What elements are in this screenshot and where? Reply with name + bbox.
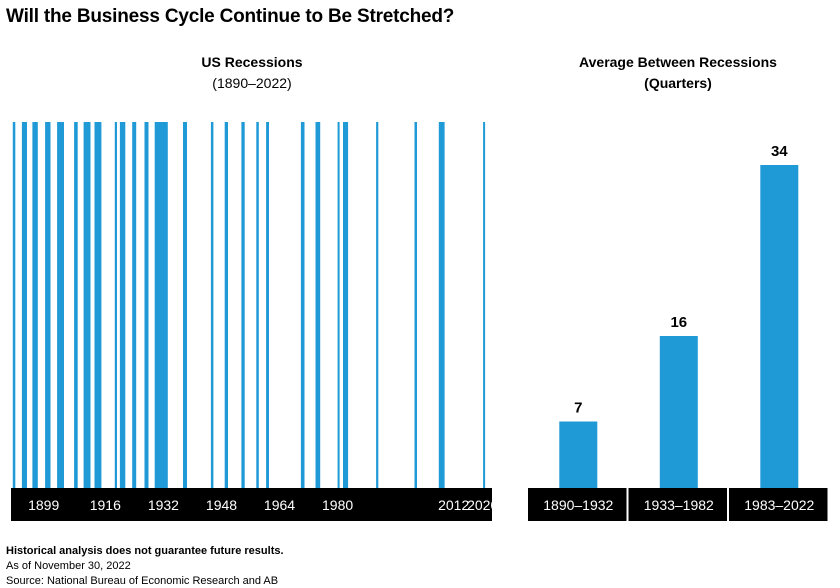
average-value-label-2: 16	[670, 314, 687, 331]
recession-tick-label-3: 1932	[148, 497, 179, 513]
recession-bar-23	[343, 122, 348, 488]
recession-tick-label-6: 1980	[322, 497, 353, 513]
source-note: Source: National Bureau of Economic Rese…	[6, 574, 278, 588]
recession-bar-6	[74, 122, 78, 488]
recession-bars	[13, 122, 485, 488]
recession-bar-27	[483, 122, 485, 488]
recession-tick-label-5: 1964	[264, 497, 295, 513]
average-value-label-3: 34	[771, 143, 788, 160]
as-of-date: As of November 30, 2022	[6, 559, 131, 574]
average-bars: 7 16 34	[559, 143, 798, 488]
recession-bar-2	[22, 122, 27, 488]
recession-bar-7	[84, 122, 91, 488]
recession-bar-15	[211, 122, 214, 488]
average-category-label-2: 1933–1982	[644, 497, 714, 513]
recession-bar-19	[266, 122, 269, 488]
recession-bar-10	[120, 122, 125, 488]
recession-bar-3	[32, 122, 37, 488]
average-category-label-1: 1890–1932	[543, 497, 613, 513]
recession-bar-12	[145, 122, 149, 488]
average-bar-1	[559, 422, 597, 489]
recession-bar-18	[256, 122, 259, 488]
recession-bar-9	[115, 122, 117, 488]
recession-bar-11	[132, 122, 136, 488]
recession-bar-1	[13, 122, 16, 488]
average-axis-band: 1890–1932 1933–1982 1983–2022	[528, 488, 828, 521]
recession-bar-16	[225, 122, 228, 488]
recession-tick-label-2: 1916	[90, 497, 121, 513]
recession-tick-label-4: 1948	[206, 497, 237, 513]
recession-tick-label-7: 2012	[438, 497, 469, 513]
recession-bar-13	[155, 122, 168, 488]
recession-tick-label-1: 1899	[28, 497, 59, 513]
recession-bar-17	[241, 122, 244, 488]
recession-tick-label-8: 2020	[467, 497, 498, 513]
average-category-label-3: 1983–2022	[744, 497, 814, 513]
recession-bar-14	[183, 122, 187, 488]
recession-bar-8	[95, 122, 102, 488]
recession-bar-24	[376, 122, 378, 488]
recession-bar-22	[338, 122, 340, 488]
average-bar-2	[660, 336, 698, 488]
recession-bar-5	[57, 122, 64, 488]
recession-bar-26	[439, 122, 445, 488]
average-value-label-1: 7	[574, 400, 582, 417]
recession-bar-25	[415, 122, 418, 488]
average-bar-3	[760, 165, 798, 488]
recession-bar-21	[316, 122, 321, 488]
recession-bar-4	[45, 122, 50, 488]
recessions-axis-band	[11, 488, 492, 521]
disclaimer-note: Historical analysis does not guarantee f…	[6, 544, 284, 559]
recession-bar-20	[301, 122, 305, 488]
